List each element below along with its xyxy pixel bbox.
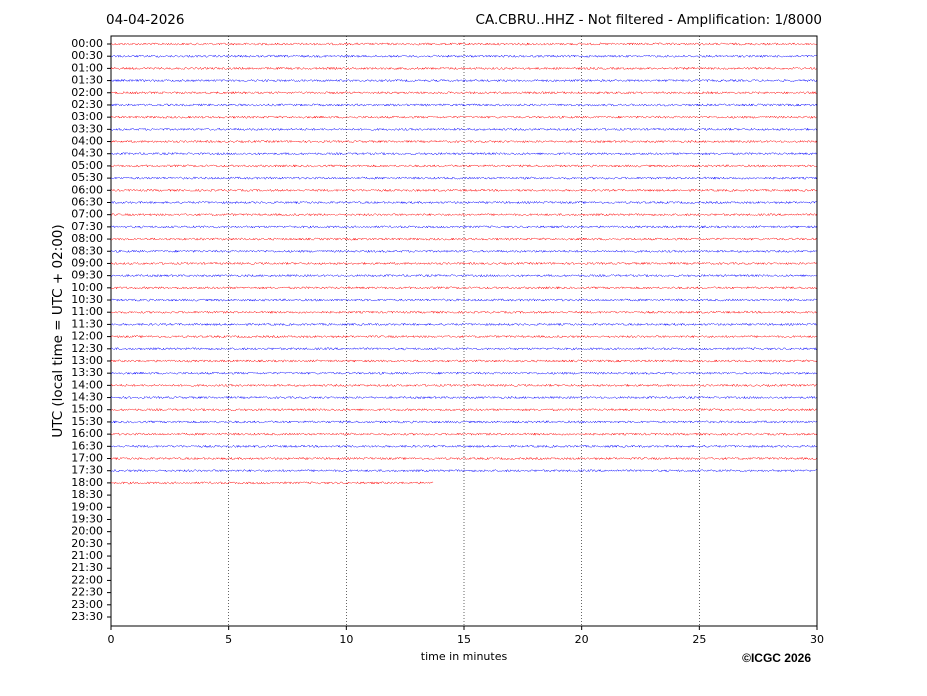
seismic-trace	[110, 334, 817, 339]
seismic-trace	[110, 298, 817, 302]
x-tick-label: 0	[108, 633, 115, 646]
y-tick-label: 18:00	[71, 476, 103, 489]
y-tick-label: 14:00	[71, 378, 103, 391]
y-tick-label: 20:00	[71, 525, 103, 538]
seismic-trace	[110, 103, 817, 107]
y-tick-label: 04:00	[71, 135, 103, 148]
y-tick-label: 15:00	[71, 403, 103, 416]
y-tick-label: 23:00	[71, 598, 103, 611]
y-tick-label: 06:00	[71, 183, 103, 196]
y-tick-label: 03:30	[71, 122, 103, 135]
y-tick-label: 12:00	[71, 330, 103, 343]
y-tick-label: 13:00	[71, 354, 103, 367]
y-tick-label: 11:30	[71, 317, 103, 330]
y-tick-label: 17:30	[71, 464, 103, 477]
y-tick-label: 22:00	[71, 573, 103, 586]
station-title: CA.CBRU..HHZ - Not filtered - Amplificat…	[476, 12, 822, 28]
y-tick-label: 16:30	[71, 439, 103, 452]
seismic-trace	[110, 225, 817, 229]
y-tick-label: 07:30	[71, 220, 103, 233]
x-tick-label: 25	[692, 633, 706, 646]
copyright: ©ICGC 2026	[742, 651, 811, 665]
seismic-trace	[110, 139, 817, 144]
seismic-trace	[110, 420, 817, 424]
y-tick-label: 22:30	[71, 586, 103, 599]
x-tick-label: 30	[810, 633, 824, 646]
y-tick-label: 16:00	[71, 427, 103, 440]
seismic-trace	[110, 42, 817, 46]
y-tick-label: 01:30	[71, 74, 103, 87]
seismic-trace	[110, 359, 817, 363]
y-tick-label: 03:00	[71, 110, 103, 123]
y-tick-label: 00:00	[71, 37, 103, 50]
seismic-trace	[110, 261, 817, 266]
y-tick-label: 21:00	[71, 549, 103, 562]
x-tick-label: 10	[339, 633, 353, 646]
y-tick-label: 02:30	[71, 98, 103, 111]
y-tick-label: 18:30	[71, 488, 103, 501]
y-tick-label: 15:30	[71, 415, 103, 428]
y-tick-label: 11:00	[71, 305, 103, 318]
seismic-trace	[110, 164, 817, 168]
seismic-trace	[110, 176, 817, 180]
seismic-trace	[110, 54, 817, 58]
seismic-trace	[110, 383, 817, 388]
seismic-trace	[110, 237, 817, 241]
seismic-trace	[110, 444, 817, 449]
y-tick-label: 08:30	[71, 244, 103, 257]
y-tick-label: 02:00	[71, 86, 103, 99]
seismic-trace	[110, 347, 817, 351]
seismic-trace	[110, 407, 817, 412]
y-tick-label: 17:00	[71, 452, 103, 465]
seismic-trace	[110, 200, 817, 205]
seismic-trace	[110, 249, 817, 254]
seismic-trace	[110, 188, 817, 193]
y-tick-label: 14:30	[71, 391, 103, 404]
seismic-trace	[110, 115, 817, 119]
y-tick-label: 05:30	[71, 171, 103, 184]
y-tick-label: 09:30	[71, 269, 103, 282]
y-tick-label: 12:30	[71, 342, 103, 355]
y-tick-label: 01:00	[71, 61, 103, 74]
seismic-trace	[110, 371, 817, 375]
y-tick-label: 00:30	[71, 49, 103, 62]
y-tick-label: 04:30	[71, 147, 103, 160]
x-tick-label: 20	[575, 633, 589, 646]
y-tick-label: 05:00	[71, 159, 103, 172]
seismic-trace	[110, 285, 817, 290]
y-tick-label: 13:30	[71, 366, 103, 379]
y-tick-label: 10:00	[71, 281, 103, 294]
y-tick-label: 08:00	[71, 232, 103, 245]
seismic-trace	[110, 456, 817, 461]
x-axis-label: time in minutes	[421, 650, 508, 663]
seismic-trace	[110, 322, 817, 327]
seismic-trace	[110, 273, 817, 278]
seismic-trace	[110, 151, 817, 156]
y-axis-label: UTC (local time = UTC + 02:00)	[50, 224, 66, 437]
y-tick-label: 19:30	[71, 512, 103, 525]
seismic-trace	[110, 212, 817, 217]
date-title: 04-04-2026	[106, 12, 184, 28]
y-tick-label: 07:00	[71, 208, 103, 221]
seismic-trace	[110, 432, 817, 436]
seismic-trace	[110, 127, 817, 132]
seismic-trace	[110, 78, 817, 83]
x-tick-label: 5	[225, 633, 232, 646]
seismic-trace	[110, 481, 434, 485]
y-tick-label: 19:00	[71, 500, 103, 513]
seismic-trace	[110, 310, 817, 315]
y-tick-label: 06:30	[71, 195, 103, 208]
seismic-trace	[110, 468, 817, 473]
y-tick-label: 10:30	[71, 293, 103, 306]
seismic-trace	[110, 90, 817, 95]
y-tick-label: 09:00	[71, 256, 103, 269]
seismic-trace	[110, 66, 817, 71]
x-tick-label: 15	[457, 633, 471, 646]
y-tick-label: 21:30	[71, 561, 103, 574]
seismic-trace	[110, 395, 817, 400]
y-tick-label: 23:30	[71, 610, 103, 623]
y-tick-label: 20:30	[71, 537, 103, 550]
